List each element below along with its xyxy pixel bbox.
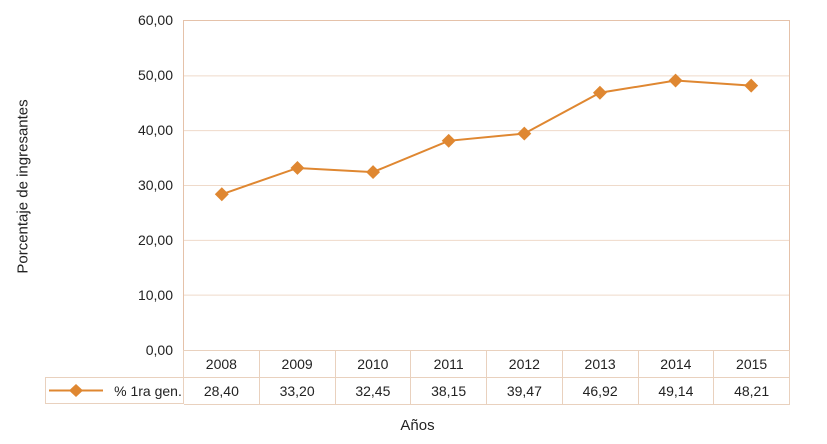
y-tick-label: 10,00 bbox=[137, 287, 173, 303]
y-tick-label: 60,00 bbox=[137, 12, 173, 28]
year-header-cell: 2011 bbox=[411, 351, 487, 378]
line-series-chart bbox=[184, 73, 789, 296]
value-cell: 39,47 bbox=[487, 378, 563, 405]
year-header-cell: 2015 bbox=[714, 351, 790, 378]
series-marker-icon bbox=[49, 384, 104, 397]
value-cell: 48,21 bbox=[714, 378, 790, 405]
year-header-cell: 2010 bbox=[335, 351, 412, 378]
data-table: % 1ra gen. 2008 2009 2010 2011 2012 2013 2014 2… bbox=[45, 350, 790, 405]
table-grid: 2008 2009 2010 2011 2012 2013 2014 2015 28,40 33,… bbox=[183, 350, 790, 405]
year-header-cell: 2012 bbox=[487, 351, 563, 378]
year-header-cell: 2009 bbox=[259, 351, 336, 378]
y-tick-label: 30,00 bbox=[137, 177, 173, 193]
y-tick-label: 50,00 bbox=[137, 67, 173, 83]
value-cell: 28,40 bbox=[184, 378, 260, 405]
y-tick-label: 40,00 bbox=[137, 122, 173, 138]
x-axis-title: Años bbox=[400, 417, 435, 434]
legend-cell: % 1ra gen. bbox=[45, 377, 184, 404]
y-axis-title: Porcentaje de ingresantes bbox=[14, 99, 32, 274]
value-cell: 38,15 bbox=[411, 378, 487, 405]
value-cell: 33,20 bbox=[259, 378, 336, 405]
value-cell: 32,45 bbox=[335, 378, 412, 405]
legend-label: % 1ra gen. bbox=[114, 382, 182, 399]
year-header-cell: 2013 bbox=[562, 351, 639, 378]
year-header-cell: 2008 bbox=[184, 351, 260, 378]
year-header-cell: 2014 bbox=[638, 351, 715, 378]
value-cell: 46,92 bbox=[562, 378, 639, 405]
value-cell: 49,14 bbox=[638, 378, 715, 405]
plot-area bbox=[183, 20, 790, 350]
y-tick-label: 20,00 bbox=[137, 232, 173, 248]
